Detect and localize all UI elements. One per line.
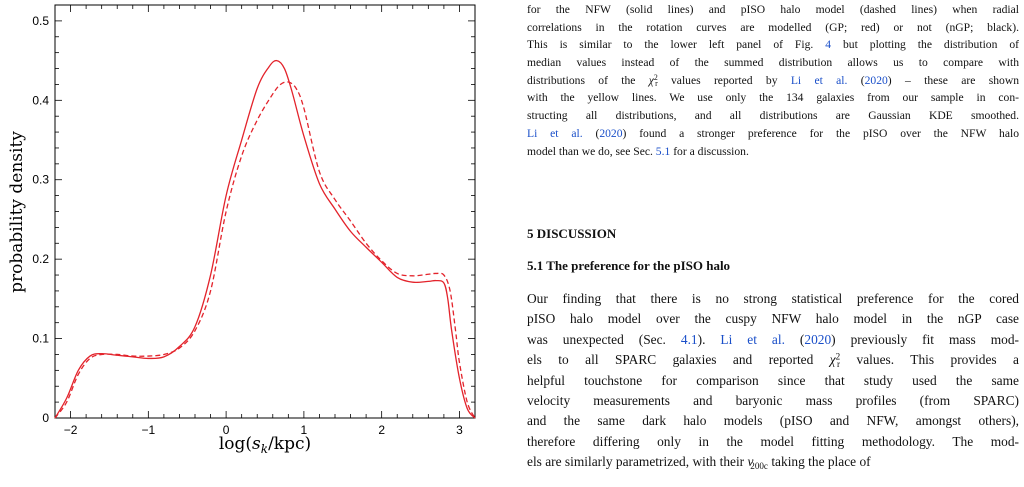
citation-link[interactable]: 4.1 [680,331,698,347]
text-line: Li et al. (2020) found a stronger prefer… [527,125,1019,143]
text-run: els are similarly parametrized, with the… [527,454,748,470]
text-line: pISO halo model over the cuspy NFW halo … [527,309,1019,329]
text-run: median values instead of the summed dist… [527,56,1019,70]
y-tick-label: 0.3 [32,173,49,187]
text-run: taking the place of [767,454,871,470]
text-run: r [655,79,658,89]
figure-caption: for the NFW (solid lines) and pISO halo … [527,1,1019,160]
text-line: therefore differing only in the model fi… [527,432,1019,452]
text-run: χ [829,352,836,368]
text-run: ). [697,331,721,347]
text-run: ) previously fit mass mod- [831,331,1020,347]
text-line: model than we do, see Sec. 5.1 for a dis… [527,143,1019,161]
citation-link[interactable]: 2020 [864,73,888,87]
text-line: structing all distributions, and all dis… [527,107,1019,125]
x-tick-label: 2 [378,423,385,437]
text-run: values reported by [657,73,791,87]
y-tick-label: 0.1 [32,332,49,346]
text-run: correlations in the rotation curves are … [527,20,1019,34]
text-line: and the same dark halo models (pISO and … [527,411,1019,431]
series-line-dashed [54,81,476,419]
body-paragraph: Our finding that there is no strong stat… [527,289,1019,473]
citation-link[interactable]: Li et al. [527,126,583,140]
x-axis-label: log(sk/kpc) [219,434,311,456]
text-run: distributions of the [527,73,649,87]
text-run: v [747,454,754,470]
text-run: velocity measurements and baryonic mass … [527,392,1019,408]
text-run: χ [648,73,654,87]
text-run: ( [847,73,865,87]
text-line: for the NFW (solid lines) and pISO halo … [527,1,1019,19]
text-run: ) – these are shown [887,73,1019,87]
text-run: but plotting the distribution of [831,38,1019,52]
text-line: Our finding that there is no strong stat… [527,289,1019,309]
text-run: Our finding that there is no strong stat… [527,291,1019,306]
series-line-solid [54,59,476,419]
text-run: 2 [835,351,841,362]
text-line: with the yellow lines. We use only the 1… [527,89,1019,107]
text-line: els are similarly parametrized, with the… [527,452,1019,472]
text-column: for the NFW (solid lines) and pISO halo … [527,0,1019,482]
text-run: with the yellow lines. We use only the 1… [527,91,1019,105]
text-run: 200c [750,460,768,471]
y-axis-label: probability density [7,131,27,293]
subsection-heading: 5.1 The preference for the pISO halo [527,258,731,273]
text-line: correlations in the rotation curves are … [527,19,1019,37]
text-run: model than we do, see Sec. [527,144,656,158]
citation-link[interactable]: 2020 [599,126,623,140]
text-run: and the same dark halo models (pISO and … [527,413,1019,429]
y-tick-label: 0.4 [32,93,49,107]
text-line: helpful touchstone for comparison since … [527,371,1019,391]
citation-link[interactable]: Li et al. [720,331,785,347]
y-tick-label: 0.2 [32,252,49,266]
text-line: velocity measurements and baryonic mass … [527,391,1019,411]
text-run: for the NFW (solid lines) and pISO halo … [527,3,1019,16]
text-run: els to all SPARC galaxies and reported [527,352,830,368]
citation-link[interactable]: 5.1 [655,144,671,158]
text-run: This is similar to the lower left panel … [527,38,826,52]
figure-panel: −2 −1 0 1 2 3 0 0.1 0.2 0.3 0.4 0.5 probability den… [0,0,490,482]
text-run: ( [582,126,600,140]
text-line: els to all SPARC galaxies and reported χ… [527,350,1019,370]
text-line: This is similar to the lower left panel … [527,36,1019,54]
text-run: ) found a stronger preference for the pI… [622,126,1020,140]
text-line: was unexpected (Sec. 4.1). Li et al. (20… [527,330,1019,350]
citation-link[interactable]: 4 [825,38,832,52]
density-chart: −2 −1 0 1 2 3 0 0.1 0.2 0.3 0.4 0.5 probability den… [7,4,476,456]
text-run: ( [784,331,805,347]
text-run: helpful touchstone for comparison since … [527,372,1019,388]
text-run: therefore differing only in the model fi… [527,433,1019,449]
citation-link[interactable]: 2020 [804,331,832,347]
text-run: for a discussion. [670,144,749,158]
text-run: was unexpected (Sec. [527,331,681,347]
plot-frame [54,4,476,419]
x-tick-label: 3 [456,423,463,437]
text-line: distributions of the χ2r values reported… [527,72,1019,90]
text-run: r [837,358,841,369]
x-tick-label: 0 [223,423,230,437]
text-run: pISO halo model over the cuspy NFW halo … [527,311,1019,327]
x-tick-label: −2 [64,423,78,437]
x-tick-label: 1 [301,423,308,437]
text-run: values. This provides a [840,352,1020,368]
y-tick-label: 0.5 [32,14,49,28]
x-tick-label: −1 [141,423,155,437]
text-run: structing all distributions, and all dis… [527,109,1019,123]
section-heading: 5 DISCUSSION [527,226,617,241]
y-tick-label: 0 [42,411,49,425]
text-run: 2 [653,72,658,82]
text-line: median values instead of the summed dist… [527,54,1019,72]
citation-link[interactable]: Li et al. [790,73,848,87]
